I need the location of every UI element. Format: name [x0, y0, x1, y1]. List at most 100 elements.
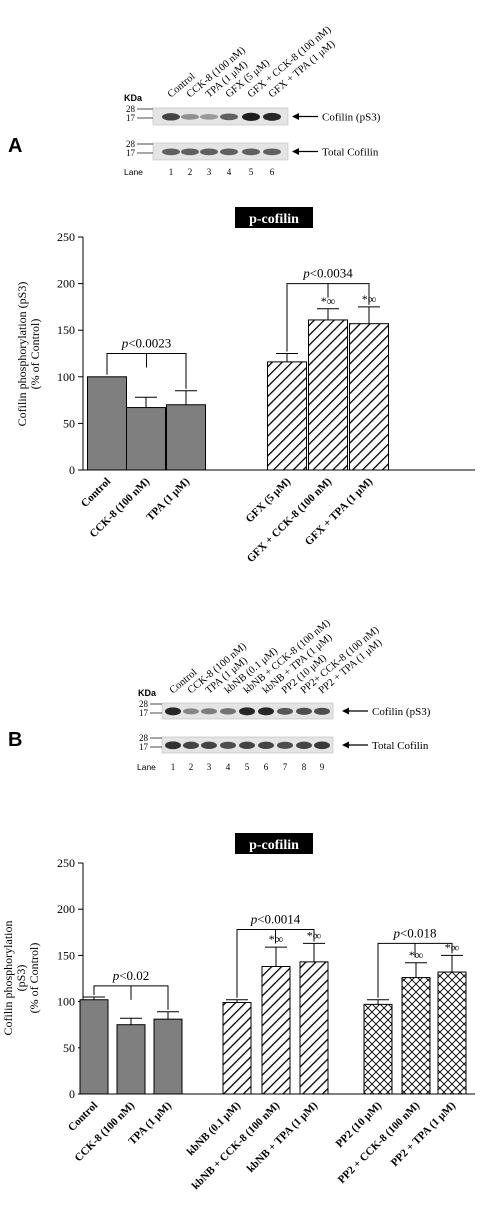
y-axis-label: Cofilin phosphorylation — [1, 921, 15, 1036]
blot-band — [277, 707, 293, 715]
blot-band — [239, 707, 255, 716]
p-value-label: p<0.0023 — [121, 336, 172, 351]
chart-title-badge — [235, 207, 313, 228]
marker-28: 28 — [126, 139, 136, 149]
blot-band — [181, 148, 199, 156]
bar — [299, 961, 329, 1095]
y-tick-label: 50 — [63, 1041, 75, 1055]
blot-band — [258, 707, 274, 716]
lane-number: 4 — [226, 762, 231, 772]
band-label-phospho: Cofilin (pS3) — [372, 706, 431, 718]
p-value-label: p<0.018 — [392, 925, 436, 940]
panel-a-letter: A — [8, 135, 22, 157]
y-tick-label: 150 — [57, 323, 75, 337]
lane-number: 6 — [270, 167, 275, 177]
blot-band — [220, 148, 238, 156]
y-axis-label: Cofilin phosphorylation (pS3) — [15, 282, 29, 427]
lane-number: 3 — [207, 762, 212, 772]
blot-band — [242, 148, 260, 156]
lane-number: 1 — [171, 762, 176, 772]
kda-label: KDa — [124, 93, 143, 103]
y-tick-label: 200 — [57, 902, 75, 916]
lane-label: Lane — [137, 762, 156, 772]
blot-band — [263, 148, 281, 156]
blot-band — [277, 741, 293, 749]
marker-17: 17 — [139, 708, 149, 718]
bar — [401, 977, 431, 1095]
y-tick-label: 200 — [57, 277, 75, 291]
chart-title: p-cofilin — [249, 838, 299, 853]
blot-band — [200, 148, 218, 156]
lane-number: 5 — [245, 762, 250, 772]
bar — [308, 319, 348, 471]
arrow-head — [342, 707, 349, 715]
bar — [222, 1002, 252, 1095]
y-tick-label: 0 — [69, 1087, 75, 1101]
band-label-total: Total Cofilin — [322, 147, 379, 159]
blot-band — [220, 708, 236, 715]
category-label: kbNB + TPA (1 μM) — [245, 1099, 321, 1175]
band-label-phospho: Cofilin (pS3) — [322, 112, 381, 124]
lane-number: 5 — [249, 167, 254, 177]
blot-band — [314, 741, 330, 750]
y-axis-label: (pS3) — [14, 965, 28, 992]
bar-chart-a: p-cofilin 0 50 100 150 200 250 Cofilin phosphor… — [15, 207, 475, 565]
bar — [87, 376, 127, 471]
blot-band — [181, 113, 199, 120]
lane-number: 1 — [169, 167, 174, 177]
y-tick-label: 0 — [69, 463, 75, 477]
bar — [153, 1018, 183, 1095]
arrow-head — [342, 741, 349, 749]
y-tick-label: 250 — [57, 230, 75, 244]
blot-band — [201, 741, 217, 750]
lane-number: 8 — [302, 762, 307, 772]
blot-band — [220, 113, 238, 121]
y-tick-label: 50 — [63, 416, 75, 430]
p-value-label: p<0.0014 — [250, 912, 301, 927]
marker-28: 28 — [126, 104, 136, 114]
marker-17: 17 — [126, 148, 136, 158]
blot-band — [183, 708, 199, 715]
blot-band — [263, 112, 281, 121]
arrow-head — [292, 148, 299, 155]
marker-28: 28 — [139, 733, 149, 743]
significance-marker: *∞ — [409, 948, 424, 962]
significance-marker: *∞ — [321, 294, 336, 308]
panel-b-letter: B — [8, 729, 22, 751]
blot-band — [220, 741, 236, 749]
blot-band — [314, 707, 330, 715]
bar — [126, 407, 166, 471]
bar — [79, 999, 109, 1095]
blot-band — [162, 148, 180, 156]
lane-number: 7 — [283, 762, 288, 772]
category-label: Control — [79, 476, 113, 510]
chart-title: p-cofilin — [249, 212, 299, 227]
blot-band — [165, 707, 181, 716]
marker-17: 17 — [139, 742, 149, 752]
bar — [437, 971, 467, 1095]
y-tick-label: 150 — [57, 948, 75, 962]
category-label: Control — [66, 1100, 100, 1134]
lane-label: Lane — [124, 167, 143, 177]
blot-band — [200, 114, 218, 120]
lane-number: 3 — [207, 167, 212, 177]
blot-band — [183, 741, 199, 750]
lane-number: 4 — [227, 167, 232, 177]
lane-number: 9 — [320, 762, 325, 772]
bar — [261, 965, 291, 1095]
bar-chart-b: p-cofilin 0 50 100 150 200 250 Cofilin phosphor… — [1, 833, 475, 1192]
lane-number: 2 — [189, 762, 194, 772]
arrow-head — [292, 113, 299, 120]
blot-band — [296, 707, 312, 715]
y-tick-label: 250 — [57, 856, 75, 870]
chart-title-badge — [235, 833, 313, 854]
category-label: TPA (1 μM) — [144, 475, 192, 523]
marker-17: 17 — [126, 113, 136, 123]
p-value-label: p<0.02 — [112, 968, 150, 983]
blot-band — [258, 741, 274, 750]
lane-number: 2 — [188, 167, 193, 177]
lane-number: 6 — [264, 762, 269, 772]
